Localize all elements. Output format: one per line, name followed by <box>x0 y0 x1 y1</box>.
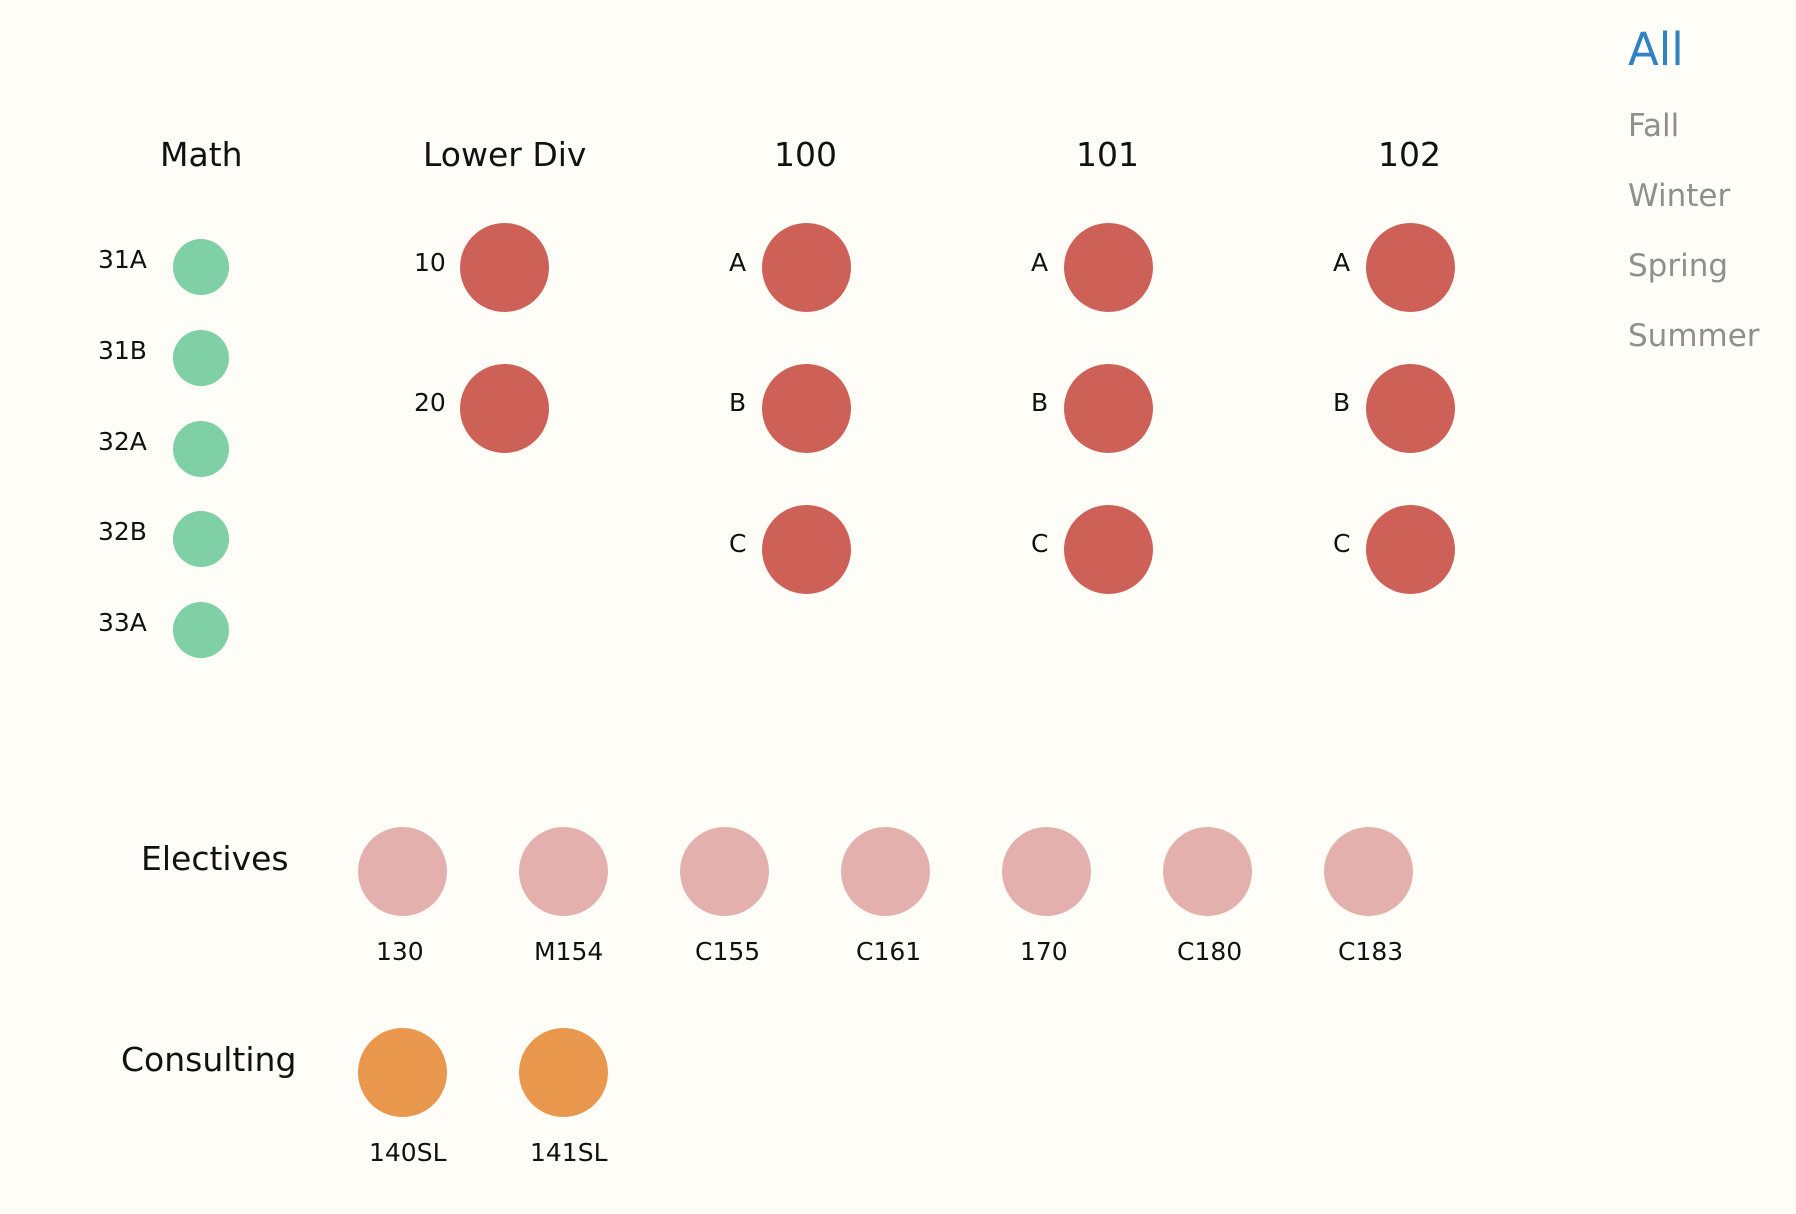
series-100-course-node[interactable] <box>762 505 851 594</box>
math-course-label: 32A <box>98 427 147 456</box>
elective-course-node[interactable] <box>1163 827 1252 916</box>
series-102-course-label: B <box>1333 388 1351 417</box>
consulting-row-title: Consulting <box>121 1040 297 1079</box>
elective-course-label: C161 <box>856 937 922 966</box>
consulting-course-node[interactable] <box>519 1028 608 1117</box>
lower-div-course-label: 20 <box>414 388 446 417</box>
series-101-course-node[interactable] <box>1064 505 1153 594</box>
elective-course-label: C155 <box>695 937 761 966</box>
filter-summer[interactable]: Summer <box>1628 318 1760 354</box>
column-title-102: 102 <box>1378 135 1441 174</box>
elective-course-label: C183 <box>1338 937 1404 966</box>
series-101-course-label: A <box>1031 248 1049 277</box>
series-102-course-node[interactable] <box>1366 364 1455 453</box>
elective-course-label: 130 <box>376 937 424 966</box>
series-101-course-node[interactable] <box>1064 223 1153 312</box>
elective-course-node[interactable] <box>358 827 447 916</box>
lower-div-column-title: Lower Div <box>423 135 587 174</box>
lower-div-course-node[interactable] <box>460 364 549 453</box>
elective-course-node[interactable] <box>519 827 608 916</box>
filter-winter[interactable]: Winter <box>1628 178 1731 214</box>
consulting-course-label: 141SL <box>530 1138 608 1167</box>
column-title-101: 101 <box>1076 135 1139 174</box>
consulting-course-node[interactable] <box>358 1028 447 1117</box>
series-102-course-node[interactable] <box>1366 223 1455 312</box>
elective-course-node[interactable] <box>1324 827 1413 916</box>
series-102-course-node[interactable] <box>1366 505 1455 594</box>
math-course-label: 32B <box>98 517 147 546</box>
elective-course-node[interactable] <box>1002 827 1091 916</box>
consulting-course-label: 140SL <box>369 1138 447 1167</box>
elective-course-node[interactable] <box>680 827 769 916</box>
series-100-course-node[interactable] <box>762 364 851 453</box>
electives-row-title: Electives <box>141 839 289 878</box>
math-column-title: Math <box>160 135 243 174</box>
series-100-course-node[interactable] <box>762 223 851 312</box>
column-title-100: 100 <box>774 135 837 174</box>
series-100-course-label: C <box>729 529 747 558</box>
filter-all[interactable]: All <box>1628 23 1684 76</box>
elective-course-label: 170 <box>1020 937 1068 966</box>
math-course-node[interactable] <box>173 239 229 295</box>
math-course-label: 31B <box>98 336 147 365</box>
series-102-course-label: A <box>1333 248 1351 277</box>
series-101-course-label: B <box>1031 388 1049 417</box>
elective-course-node[interactable] <box>841 827 930 916</box>
math-course-node[interactable] <box>173 421 229 477</box>
elective-course-label: C180 <box>1177 937 1243 966</box>
series-101-course-node[interactable] <box>1064 364 1153 453</box>
math-course-label: 33A <box>98 608 147 637</box>
math-course-label: 31A <box>98 245 147 274</box>
filter-spring[interactable]: Spring <box>1628 248 1729 284</box>
math-course-node[interactable] <box>173 602 229 658</box>
math-course-node[interactable] <box>173 330 229 386</box>
series-102-course-label: C <box>1333 529 1351 558</box>
series-100-course-label: B <box>729 388 747 417</box>
filter-fall[interactable]: Fall <box>1628 108 1680 144</box>
math-course-node[interactable] <box>173 511 229 567</box>
elective-course-label: M154 <box>534 937 604 966</box>
lower-div-course-label: 10 <box>414 248 446 277</box>
series-100-course-label: A <box>729 248 747 277</box>
series-101-course-label: C <box>1031 529 1049 558</box>
lower-div-course-node[interactable] <box>460 223 549 312</box>
